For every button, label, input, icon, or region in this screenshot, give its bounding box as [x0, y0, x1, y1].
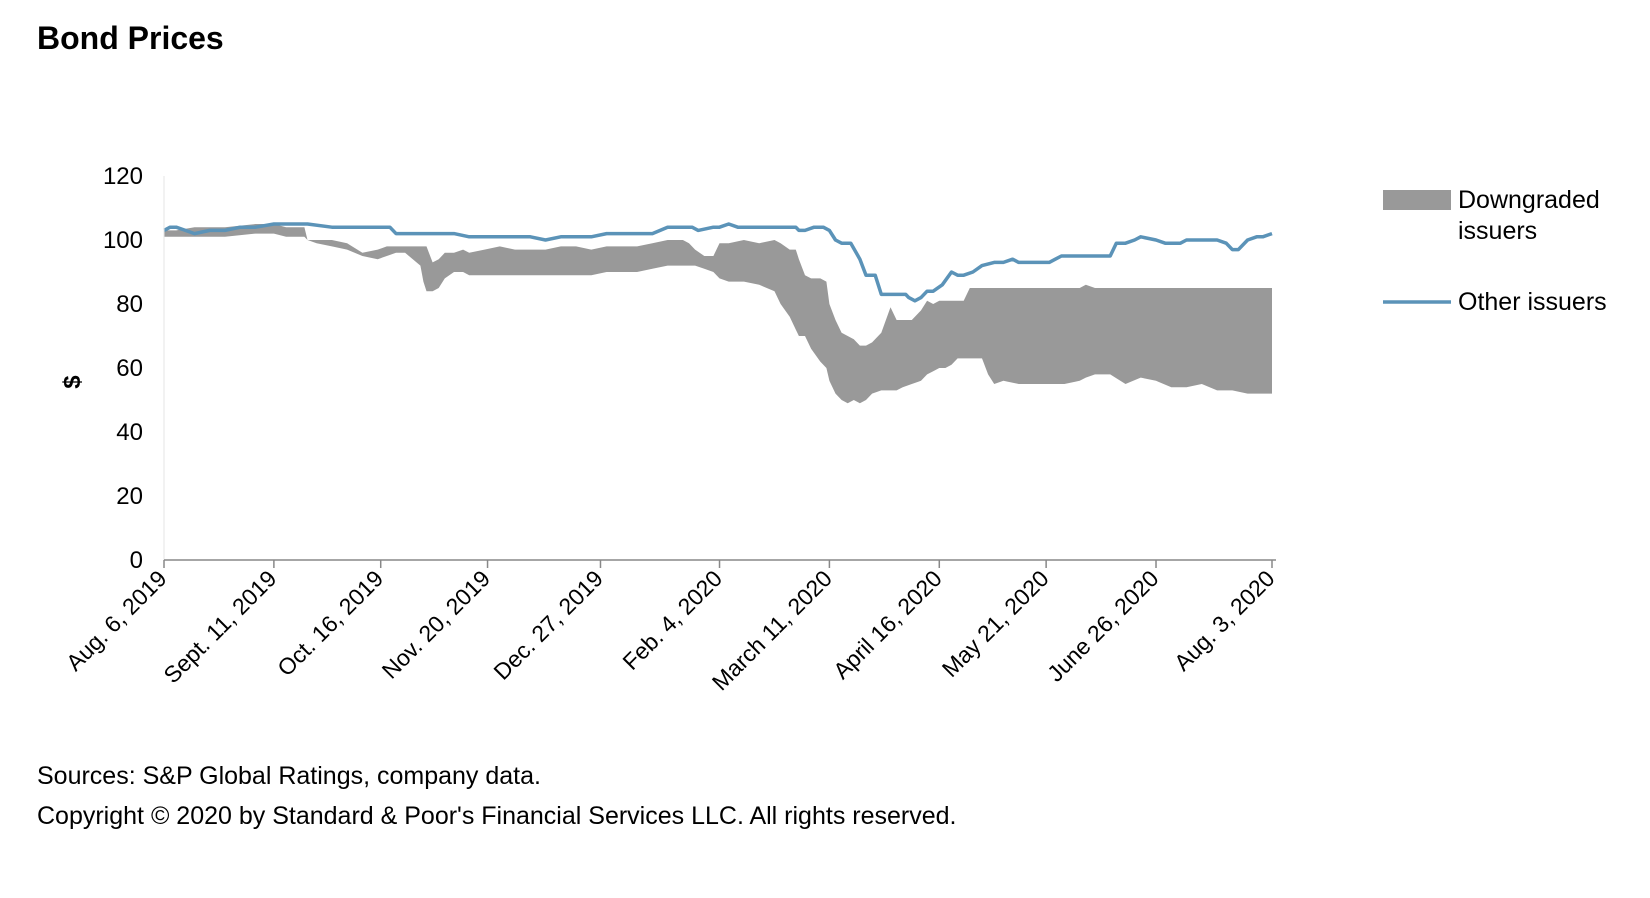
y-tick-label: 40	[116, 419, 143, 446]
legend-label: issuers	[1458, 217, 1537, 245]
x-tick-label: Oct. 16, 2019	[272, 565, 388, 681]
legend: Downgraded issuers Other issuers	[1383, 186, 1607, 316]
sources-note: Sources: S&P Global Ratings, company dat…	[37, 762, 541, 790]
y-tick-label: 100	[103, 227, 143, 254]
x-tick-label: Dec. 27, 2019	[488, 565, 608, 685]
chart-title: Bond Prices	[37, 20, 224, 56]
y-tick-label: 20	[116, 483, 143, 510]
legend-label: Downgraded	[1458, 186, 1600, 214]
y-tick-label: 120	[103, 163, 143, 190]
x-tick-label: Aug. 6, 2019	[61, 565, 172, 676]
x-tick-label: Nov. 20, 2019	[377, 565, 495, 683]
copyright-note: Copyright © 2020 by Standard & Poor's Fi…	[37, 802, 957, 830]
y-tick-label: 60	[116, 355, 143, 382]
x-tick-label: Feb. 4, 2020	[617, 565, 727, 675]
x-tick-label: April 16, 2020	[828, 565, 947, 684]
x-tick-label: June 26, 2020	[1042, 565, 1163, 686]
y-tick-label: 80	[116, 291, 143, 318]
y-axis-label: $	[59, 375, 86, 389]
legend-swatch-downgraded	[1383, 190, 1451, 210]
plot-area	[163, 222, 1273, 404]
x-tick-label: March 11, 2020	[707, 565, 837, 695]
x-tick-label: Aug. 3, 2020	[1169, 565, 1280, 676]
legend-label: Other issuers	[1458, 288, 1607, 316]
downgraded-issuers-band-layer	[164, 224, 1272, 404]
other-issuers-line-layer	[163, 222, 1273, 303]
x-tick-label: May 21, 2020	[937, 565, 1054, 682]
downgraded-issuers-band	[164, 224, 1272, 404]
x-tick-label: Sept. 11, 2019	[158, 565, 281, 688]
y-tick-label: 0	[130, 547, 143, 574]
other-issuers-line	[163, 222, 1273, 303]
y-axis-ticks: 0 20 40 60 80 100 120	[103, 163, 143, 574]
